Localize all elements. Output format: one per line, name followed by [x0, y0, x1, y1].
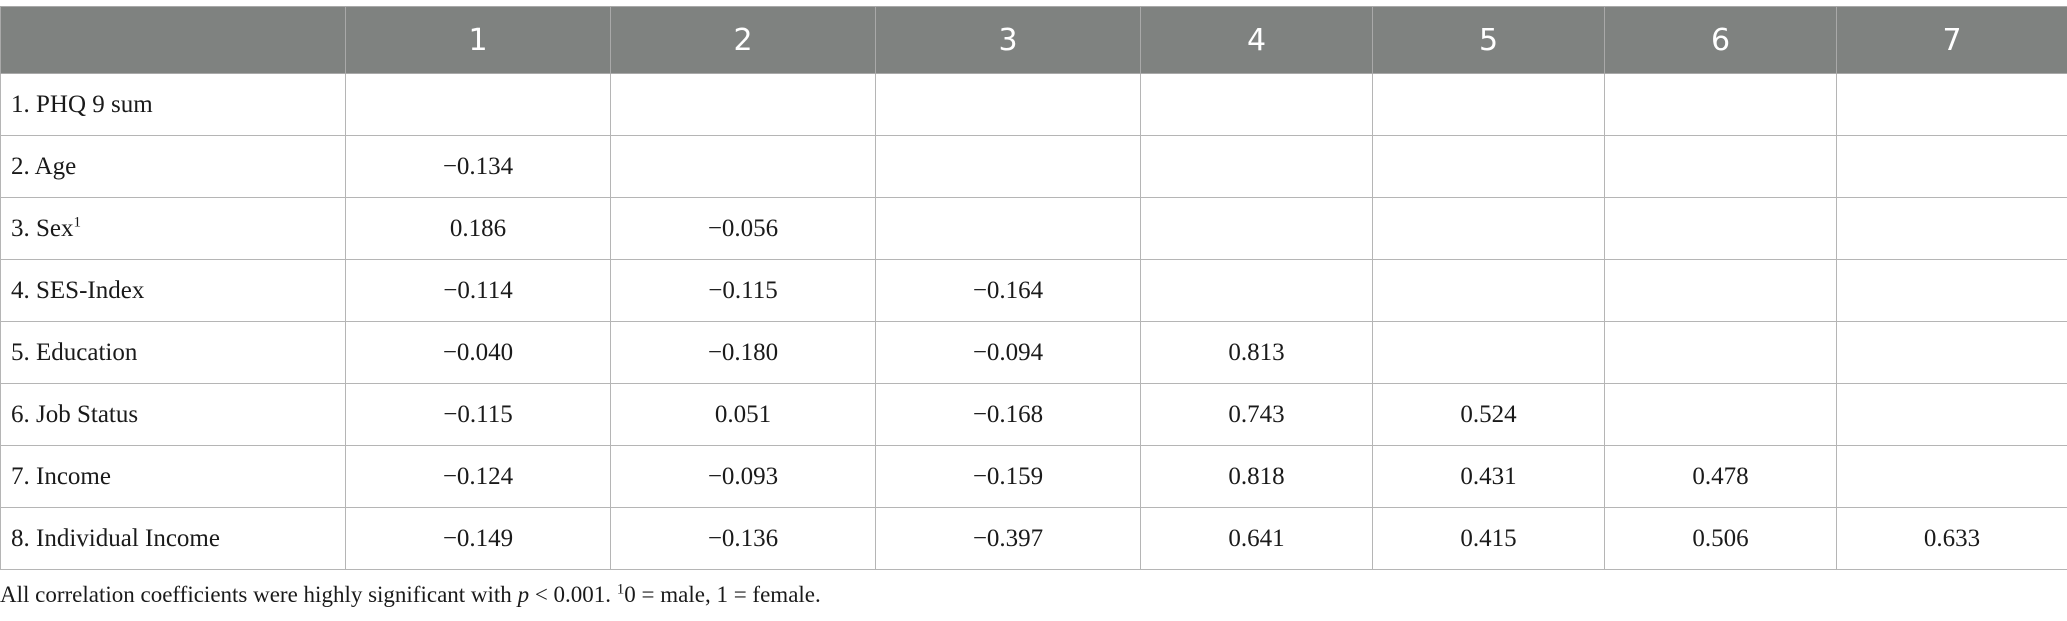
table-cell: 0.813: [1140, 321, 1373, 384]
table-cell: 0.743: [1140, 383, 1373, 446]
table-cell: [1836, 135, 2067, 198]
header-cell-6: 6: [1604, 6, 1837, 74]
table-cell: [1836, 383, 2067, 446]
row-label-text: 2. Age: [11, 152, 77, 180]
table-cell: [1836, 259, 2067, 322]
table-row: 2. Age −0.134: [0, 135, 2067, 198]
header-cell-7: 7: [1836, 6, 2067, 74]
row-label: 5. Education: [0, 321, 346, 384]
table-cell: [1836, 73, 2067, 136]
footnote-marker: 1: [73, 214, 82, 231]
table-cell: [1372, 259, 1605, 322]
table-cell: [875, 135, 1141, 198]
table-cell: 0.633: [1836, 507, 2067, 570]
row-label-text: 4. SES-Index: [11, 276, 145, 304]
row-label: 3. Sex1: [0, 197, 346, 260]
correlation-table: 1 2 3 4 5 6 7 1. PHQ 9 sum 2. Age: [0, 6, 2067, 570]
row-label-text: 3. Sex: [11, 214, 74, 242]
footnote-prefix: All correlation coefficients were highly…: [0, 582, 518, 607]
table-cell: 0.186: [345, 197, 611, 260]
table-cell: −0.134: [345, 135, 611, 198]
table-cell: [1836, 445, 2067, 508]
table-cell: [1604, 73, 1837, 136]
table-row: 6. Job Status −0.115 0.051 −0.168 0.743 …: [0, 383, 2067, 446]
row-label-text: 8. Individual Income: [11, 524, 220, 552]
table-cell: [610, 135, 876, 198]
table-cell: [1140, 135, 1373, 198]
table-cell: 0.051: [610, 383, 876, 446]
table-cell: [1372, 321, 1605, 384]
table-cell: [1604, 135, 1837, 198]
table-cell: −0.115: [345, 383, 611, 446]
row-label: 1. PHQ 9 sum: [0, 73, 346, 136]
table-cell: [1604, 321, 1837, 384]
header-cell-3: 3: [875, 6, 1141, 74]
table-row: 7. Income −0.124 −0.093 −0.159 0.818 0.4…: [0, 445, 2067, 508]
table-cell: [610, 73, 876, 136]
table-cell: −0.159: [875, 445, 1141, 508]
table-cell: −0.115: [610, 259, 876, 322]
table-cell: [1604, 197, 1837, 260]
header-cell-4: 4: [1140, 6, 1373, 74]
table-row: 4. SES-Index −0.114 −0.115 −0.164: [0, 259, 2067, 322]
table-cell: [1140, 197, 1373, 260]
table-row: 1. PHQ 9 sum: [0, 73, 2067, 136]
table-cell: −0.149: [345, 507, 611, 570]
row-label-text: 7. Income: [11, 462, 111, 490]
table-cell: [345, 73, 611, 136]
row-label: 6. Job Status: [0, 383, 346, 446]
table-row: 5. Education −0.040 −0.180 −0.094 0.813: [0, 321, 2067, 384]
row-label: 7. Income: [0, 445, 346, 508]
table-footnote: All correlation coefficients were highly…: [0, 582, 821, 608]
table-cell: −0.168: [875, 383, 1141, 446]
header-cell-empty: [0, 6, 346, 74]
table-cell: −0.114: [345, 259, 611, 322]
footnote-coding: 0 = male, 1 = female.: [624, 582, 821, 607]
header-cell-5: 5: [1372, 6, 1605, 74]
table-cell: [1140, 73, 1373, 136]
footnote-p-value: < 0.001.: [529, 582, 617, 607]
table-header-row: 1 2 3 4 5 6 7: [0, 6, 2067, 74]
table-cell: −0.136: [610, 507, 876, 570]
table-cell: 0.641: [1140, 507, 1373, 570]
row-label-text: 6. Job Status: [11, 400, 139, 428]
table-cell: [1372, 135, 1605, 198]
footnote-marker: 1: [616, 581, 625, 598]
header-cell-1: 1: [345, 6, 611, 74]
table-cell: −0.124: [345, 445, 611, 508]
row-label: 4. SES-Index: [0, 259, 346, 322]
table-cell: −0.180: [610, 321, 876, 384]
table-cell: 0.431: [1372, 445, 1605, 508]
table-row: 3. Sex1 0.186 −0.056: [0, 197, 2067, 260]
table-cell: −0.164: [875, 259, 1141, 322]
table-cell: −0.056: [610, 197, 876, 260]
table-cell: [875, 73, 1141, 136]
table-cell: [1604, 259, 1837, 322]
table-cell: [875, 197, 1141, 260]
footnote-p-symbol: p: [517, 582, 530, 607]
row-label-text: 1. PHQ 9 sum: [11, 90, 153, 118]
correlation-table-container: 1 2 3 4 5 6 7 1. PHQ 9 sum 2. Age: [0, 6, 2067, 570]
table-cell: 0.506: [1604, 507, 1837, 570]
table-cell: [1372, 197, 1605, 260]
table-cell: [1836, 321, 2067, 384]
table-cell: 0.818: [1140, 445, 1373, 508]
table-cell: 0.415: [1372, 507, 1605, 570]
row-label: 8. Individual Income: [0, 507, 346, 570]
table-cell: [1604, 383, 1837, 446]
table-cell: −0.397: [875, 507, 1141, 570]
header-cell-2: 2: [610, 6, 876, 74]
table-row: 8. Individual Income −0.149 −0.136 −0.39…: [0, 507, 2067, 570]
row-label-text: 5. Education: [11, 338, 138, 366]
table-cell: [1836, 197, 2067, 260]
table-cell: 0.524: [1372, 383, 1605, 446]
row-label: 2. Age: [0, 135, 346, 198]
table-cell: −0.040: [345, 321, 611, 384]
table-cell: −0.094: [875, 321, 1141, 384]
table-cell: −0.093: [610, 445, 876, 508]
table-cell: [1372, 73, 1605, 136]
table-cell: 0.478: [1604, 445, 1837, 508]
table-cell: [1140, 259, 1373, 322]
